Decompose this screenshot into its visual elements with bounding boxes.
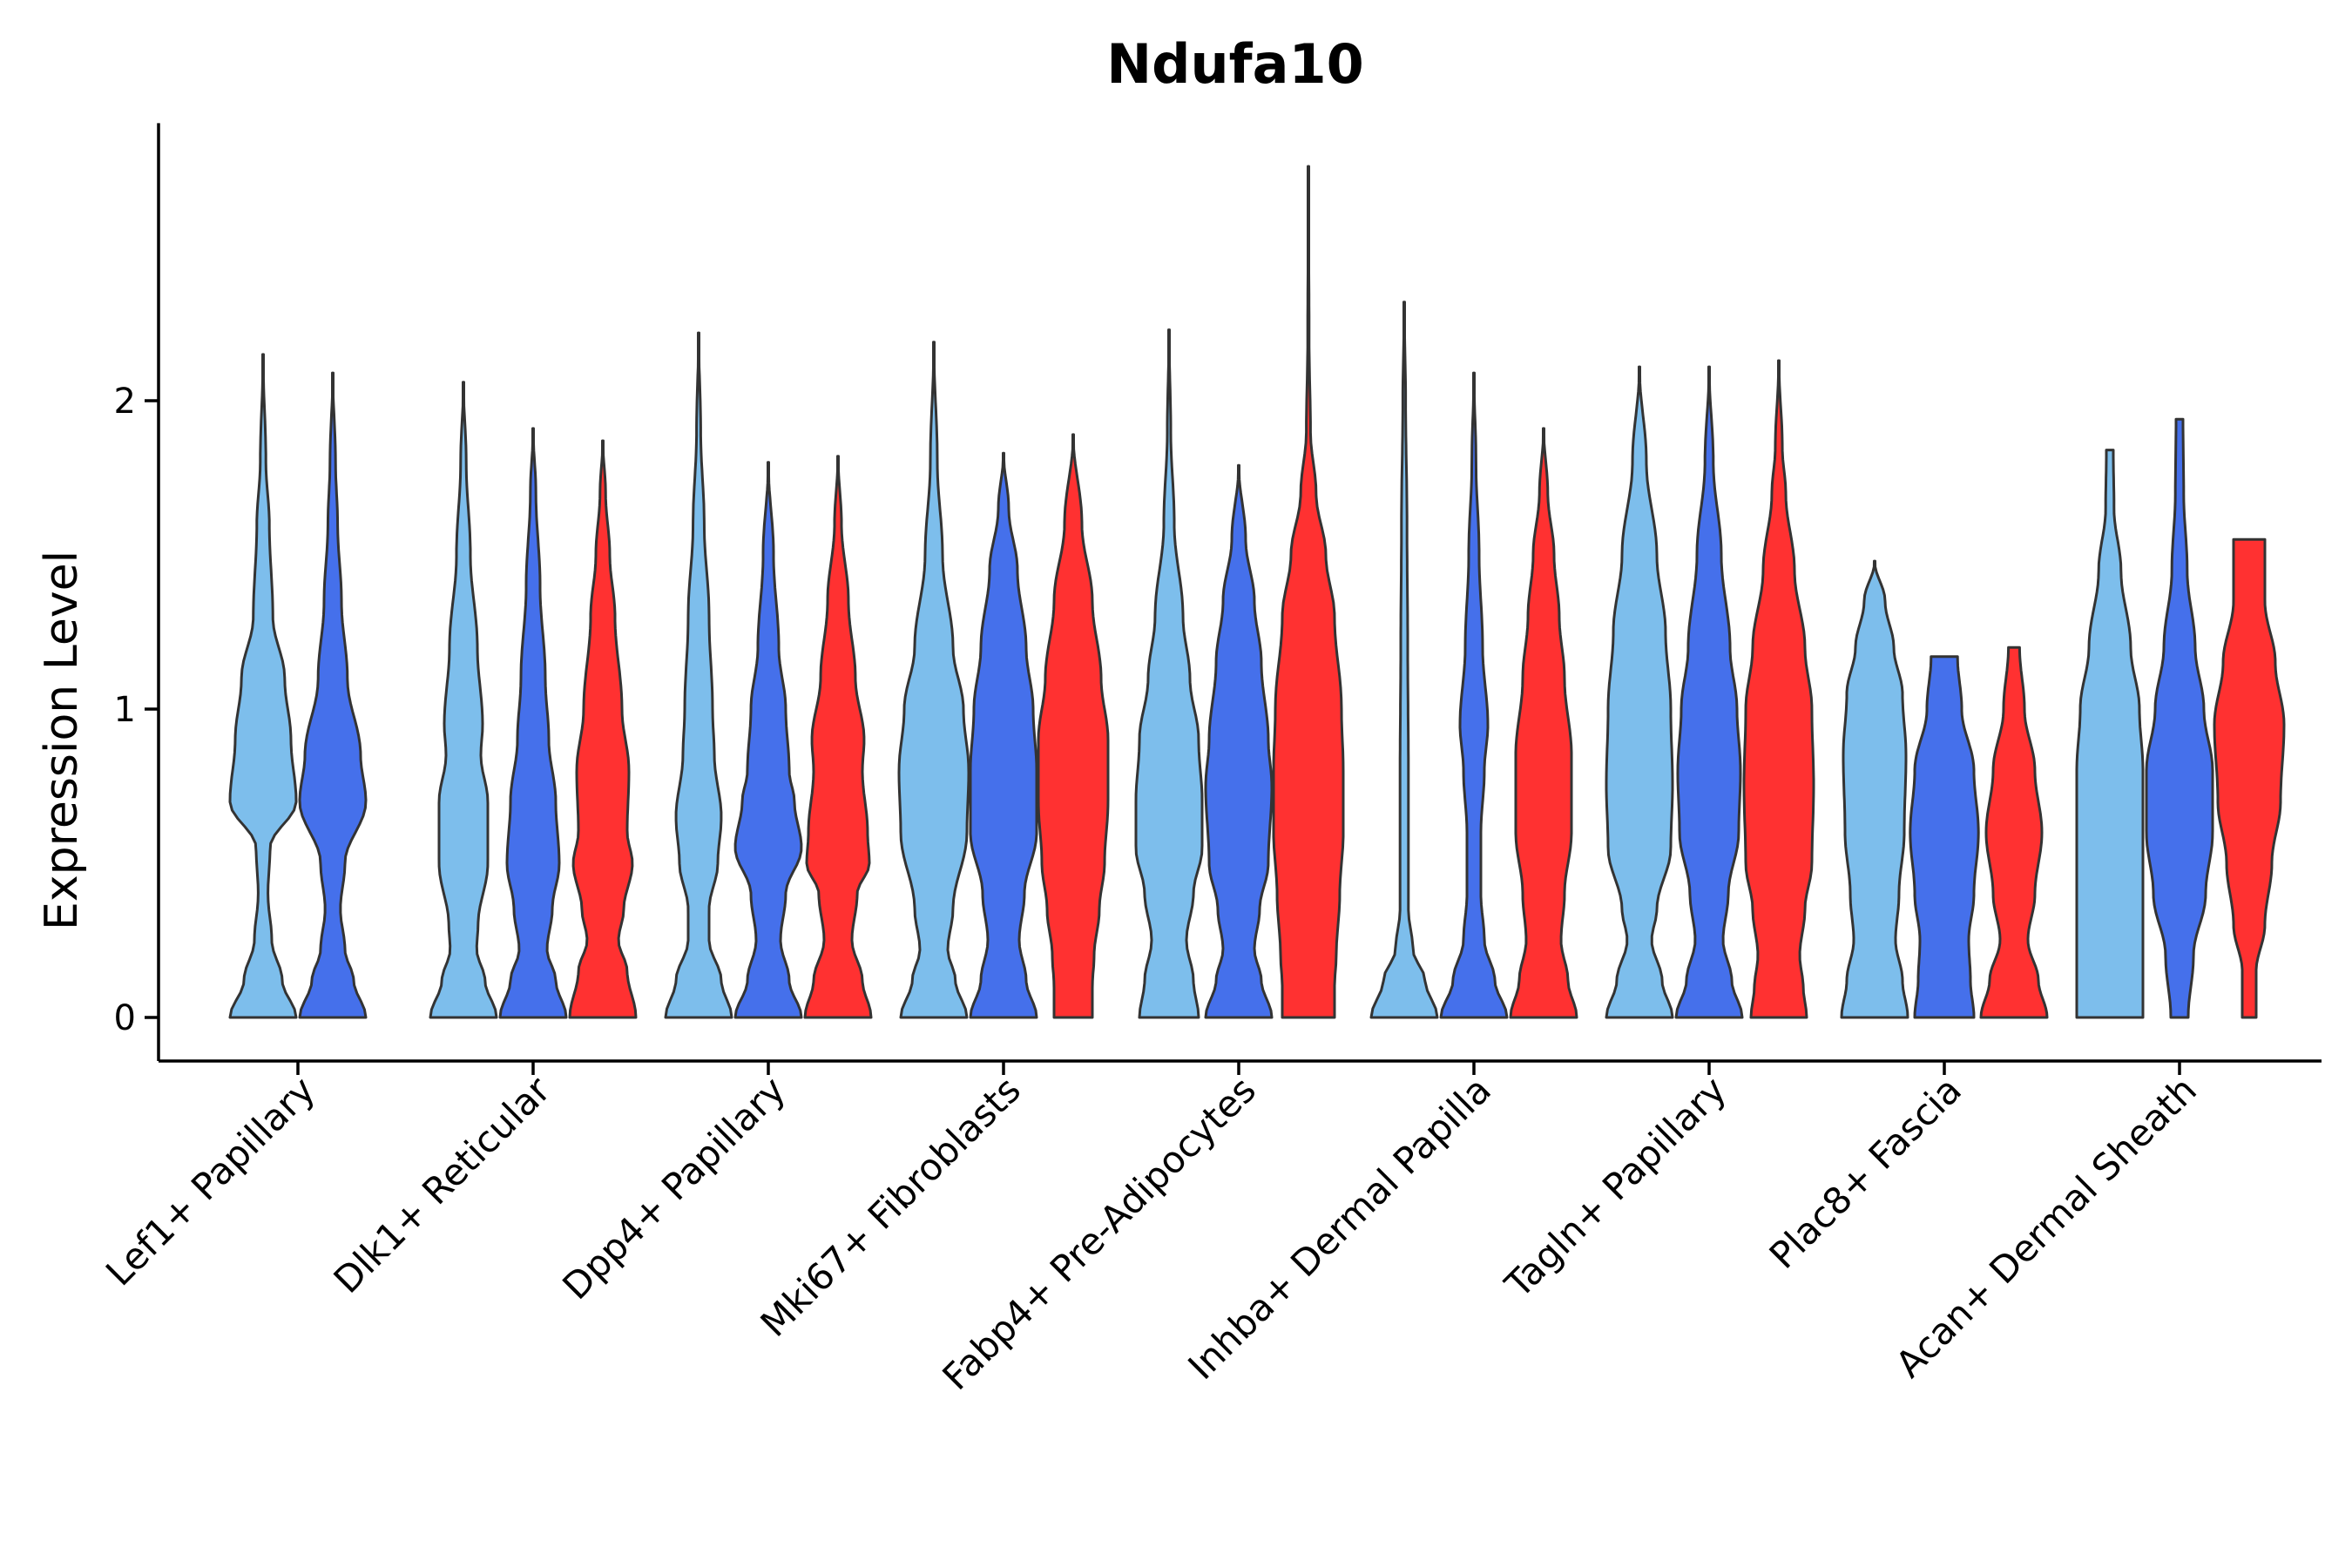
violin-group-6 <box>1605 359 1815 1019</box>
violin-0-1 <box>298 371 368 1019</box>
x-tick-label-3: Mki67+ Fibroblasts <box>753 1068 1029 1344</box>
violin-4-2 <box>1272 165 1345 1019</box>
violin-2-0 <box>664 331 733 1019</box>
violin-8-0 <box>2075 449 2145 1019</box>
violin-2-2 <box>803 455 873 1019</box>
x-tick-label-6: Tagln+ Papillary <box>1497 1068 1734 1306</box>
violin-0-0 <box>228 353 298 1019</box>
x-tick-label-1: Dlk1+ Reticular <box>326 1068 559 1301</box>
violin-1-1 <box>498 427 568 1019</box>
violin-3-0 <box>897 341 970 1019</box>
x-tick-label-0: Lef1+ Papillary <box>98 1068 323 1294</box>
y-tick-label-0: 0 <box>114 998 136 1038</box>
violin-7-2 <box>1979 645 2049 1019</box>
violins-layer <box>228 165 2286 1019</box>
violin-group-3 <box>897 341 1110 1019</box>
violin-group-8 <box>2075 417 2286 1019</box>
violin-group-5 <box>1369 301 1578 1019</box>
violin-5-2 <box>1509 427 1578 1019</box>
violin-5-0 <box>1369 301 1439 1019</box>
violin-6-1 <box>1674 365 1744 1019</box>
x-tick-label-2: Dpp4+ Papillary <box>554 1068 794 1308</box>
chart-title: Ndufa10 <box>1106 32 1364 96</box>
violin-1-0 <box>429 381 498 1019</box>
violin-6-2 <box>1742 359 1815 1019</box>
violin-group-0 <box>228 353 368 1019</box>
violin-5-1 <box>1439 371 1509 1019</box>
y-tick-label-1: 1 <box>114 690 136 730</box>
violin-8-2 <box>2213 537 2286 1019</box>
violin-4-0 <box>1134 328 1204 1019</box>
violin-2-1 <box>733 461 803 1019</box>
violin-3-2 <box>1037 433 1110 1019</box>
violin-group-1 <box>429 381 638 1019</box>
violin-8-1 <box>2145 417 2214 1019</box>
violin-7-1 <box>1909 655 1980 1019</box>
violin-group-7 <box>1840 559 2049 1019</box>
violin-3-1 <box>969 451 1038 1019</box>
y-axis-label: Expression Level <box>36 551 88 930</box>
violin-7-0 <box>1840 559 1909 1019</box>
violin-group-4 <box>1134 165 1345 1019</box>
x-tick-label-7: Plac8+ Fascia <box>1761 1068 1970 1276</box>
y-tick-label-2: 2 <box>114 382 136 422</box>
violin-group-2 <box>664 331 873 1019</box>
violin-6-0 <box>1605 365 1674 1019</box>
violin-4-1 <box>1204 463 1274 1019</box>
violin-1-2 <box>568 439 638 1019</box>
